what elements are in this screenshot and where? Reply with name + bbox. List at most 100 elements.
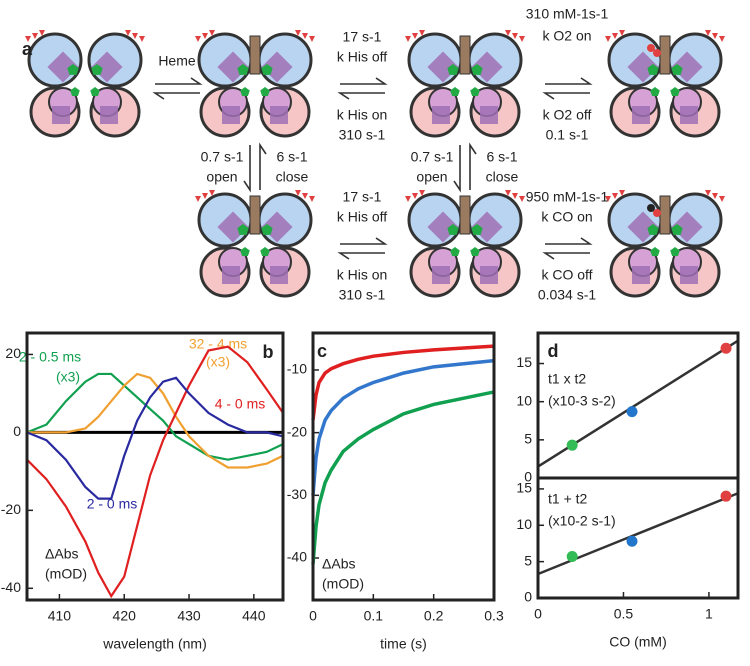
ligand-marker xyxy=(619,30,625,36)
histidine xyxy=(470,87,480,97)
ligand-marker xyxy=(412,33,418,39)
heme-pocket xyxy=(100,106,118,124)
histidine xyxy=(470,247,480,257)
tetramer xyxy=(405,190,525,298)
tetramer xyxy=(605,190,725,298)
ligand-marker xyxy=(125,30,131,36)
y-axis-title: ΔAbs xyxy=(45,546,78,562)
x-tick-label: 420 xyxy=(113,608,137,624)
ligand-marker xyxy=(505,190,511,196)
rate-label: 0.7 s-1 xyxy=(201,149,244,165)
panel-label: a xyxy=(22,39,33,59)
data-line xyxy=(311,390,495,565)
histidine xyxy=(261,64,273,75)
ligand-marker xyxy=(139,36,145,42)
ligand-marker xyxy=(295,190,301,196)
panel-label: b xyxy=(263,342,274,362)
tetramer xyxy=(195,190,315,298)
ligand-marker xyxy=(519,196,525,202)
arrow xyxy=(340,237,388,245)
histidine xyxy=(671,64,683,75)
rate-label: k O2 off xyxy=(543,107,592,123)
heme-pocket xyxy=(432,266,450,284)
series-scale-label: (x3) xyxy=(56,369,80,385)
histidine xyxy=(450,247,460,257)
plot-frame xyxy=(536,476,740,600)
rate-label: 950 mM-1s-1 xyxy=(526,189,609,205)
histidine xyxy=(240,247,250,257)
x-tick-label: 0 xyxy=(534,606,542,622)
x-tick-label: 0.2 xyxy=(424,608,444,624)
y-tick-label: 10 xyxy=(516,392,532,408)
histidine xyxy=(237,64,249,75)
ligand-marker xyxy=(195,36,201,42)
heme xyxy=(659,35,671,75)
equilibrium-arrows xyxy=(152,77,593,260)
ligand xyxy=(653,209,661,217)
histidine xyxy=(671,224,683,235)
rate-label: k His off xyxy=(337,209,387,225)
ligand-marker xyxy=(195,196,201,202)
rate-label: close xyxy=(486,169,519,185)
ligand xyxy=(647,44,655,52)
ligand-marker xyxy=(419,190,425,196)
data-point xyxy=(626,406,638,418)
histidine xyxy=(647,224,659,235)
data-point xyxy=(626,535,638,547)
series-label: 32 - 4 ms xyxy=(189,336,247,352)
histidine xyxy=(650,87,660,97)
ligand-marker xyxy=(132,33,138,39)
histidine xyxy=(67,64,79,75)
heme-pocket xyxy=(432,106,450,124)
ligand-marker xyxy=(605,36,611,42)
ligand-marker xyxy=(512,33,518,39)
series-label: 4 - 0 ms xyxy=(215,396,266,412)
heme xyxy=(459,35,471,75)
y-axis-title: ΔAbs xyxy=(322,556,355,572)
tetramer xyxy=(25,30,145,138)
histidine xyxy=(670,247,680,257)
x-axis-title: time (s) xyxy=(380,636,427,652)
arrow xyxy=(152,92,200,100)
series-label: 2 - 0.5 ms xyxy=(19,349,81,365)
y-tick-label: -20 xyxy=(287,423,307,439)
y-tick-label: 0 xyxy=(13,423,21,439)
heme-pocket xyxy=(632,106,650,124)
arrow xyxy=(542,92,590,100)
tetramer xyxy=(195,30,315,138)
y-tick-label: 5 xyxy=(524,552,532,568)
x-tick-label: 0.5 xyxy=(614,606,634,622)
rate-label: 17 s-1 xyxy=(343,29,382,45)
rate-label: k CO off xyxy=(541,267,592,283)
series-label: 2 - 0 ms xyxy=(87,496,138,512)
ligand-marker xyxy=(605,196,611,202)
arrow xyxy=(340,77,388,85)
y-tick-label: 20 xyxy=(5,345,21,361)
histidine xyxy=(447,64,459,75)
ligand-marker xyxy=(209,190,215,196)
y-tick-label: 5 xyxy=(524,431,532,447)
ligand-marker xyxy=(719,196,725,202)
histidine xyxy=(670,87,680,97)
rate-label: k O2 on xyxy=(542,28,591,44)
data-point xyxy=(566,551,578,563)
ligand-marker xyxy=(302,33,308,39)
heme xyxy=(249,35,261,75)
heme-pocket xyxy=(52,106,70,124)
x-axis-title: CO (mM) xyxy=(609,634,667,650)
heme-pocket xyxy=(632,266,650,284)
rate-label: 6 s-1 xyxy=(486,149,517,165)
tetramer xyxy=(405,30,525,138)
arrow xyxy=(542,252,590,260)
data-line xyxy=(27,372,284,469)
ligand-marker xyxy=(712,193,718,199)
y-axis-title: (x10-3 s-2) xyxy=(548,393,616,409)
histidine xyxy=(450,87,460,97)
tetramer xyxy=(605,30,725,138)
rate-label: k CO on xyxy=(541,209,592,225)
rate-label: Heme xyxy=(158,53,196,69)
rate-label: 6 s-1 xyxy=(276,149,307,165)
ligand-marker xyxy=(512,193,518,199)
y-axis-title: t1 + t2 xyxy=(548,491,588,507)
arrow xyxy=(545,237,593,245)
